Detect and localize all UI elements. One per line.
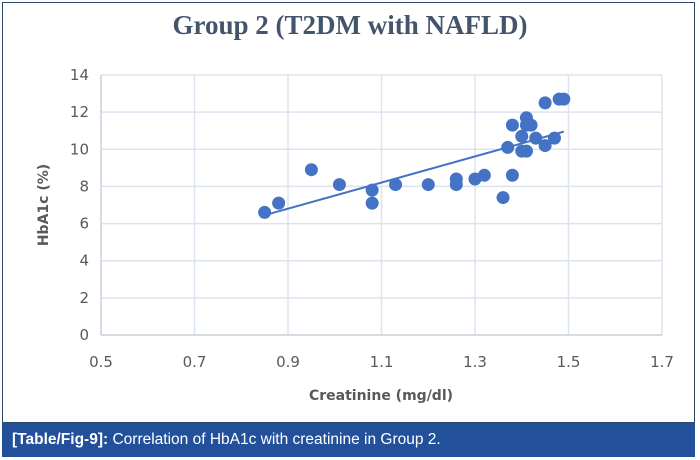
scatter-chart: 0.5 0.7 0.9 1.1 1.3 1.5 1.7 0 2 4 6 8 10 12 14 Creati… [36, 66, 674, 404]
x-tick-label: 0.9 [276, 353, 300, 371]
data-point [449, 178, 463, 192]
y-tick-label: 2 [79, 289, 89, 307]
data-point [304, 163, 318, 177]
figure-frame [2, 2, 695, 423]
figure-caption: [Table/Fig-9]: Correlation of HbA1c with… [2, 423, 695, 457]
y-tick-label: 8 [79, 177, 89, 195]
x-tick-labels: 0.5 0.7 0.9 1.1 1.3 1.5 1.7 [89, 353, 674, 371]
x-tick-label: 1.1 [370, 353, 394, 371]
data-point [258, 205, 272, 219]
data-point [538, 96, 552, 110]
caption-label: [Table/Fig-9]: [12, 431, 109, 448]
data-point [515, 129, 529, 143]
data-point [389, 178, 403, 192]
x-tick-label: 0.7 [183, 353, 207, 371]
y-tick-label: 0 [79, 326, 89, 344]
x-tick-label: 0.5 [89, 353, 113, 371]
data-point [365, 196, 379, 210]
data-point [505, 118, 519, 132]
y-tick-label: 14 [70, 66, 89, 84]
axes [100, 75, 662, 336]
data-point [547, 131, 561, 145]
x-tick-label: 1.3 [463, 353, 487, 371]
data-point [272, 196, 286, 210]
x-axis-label: Creatinine (mg/dl) [309, 388, 453, 404]
x-tick-label: 1.5 [557, 353, 581, 371]
data-points [258, 92, 571, 219]
caption-text: Correlation of HbA1c with creatinine in … [108, 431, 441, 448]
gridlines [101, 74, 663, 335]
data-point [501, 140, 515, 154]
chart-title: Group 2 (T2DM with NAFLD) [172, 10, 528, 40]
data-point [477, 168, 491, 182]
y-tick-label: 6 [79, 215, 89, 233]
data-point [524, 118, 538, 132]
y-axis-label: HbA1c (%) [36, 164, 52, 246]
data-point [496, 191, 510, 205]
data-point [529, 131, 543, 145]
y-tick-label: 4 [79, 252, 89, 270]
data-point [332, 178, 346, 192]
trendline [264, 130, 565, 217]
y-tick-label: 10 [70, 140, 89, 158]
data-point [505, 168, 519, 182]
y-tick-label: 12 [70, 103, 89, 121]
y-tick-labels: 0 2 4 6 8 10 12 14 [70, 66, 89, 344]
data-point [538, 139, 552, 153]
x-tick-label: 1.7 [650, 353, 674, 371]
data-point [421, 178, 435, 192]
data-point [557, 92, 571, 106]
data-point [365, 183, 379, 197]
data-point [519, 144, 533, 158]
